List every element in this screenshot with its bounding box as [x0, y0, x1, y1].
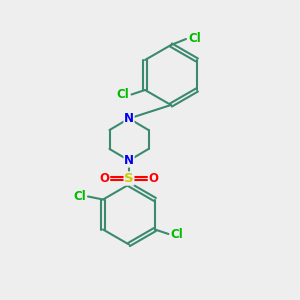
Text: Cl: Cl: [188, 32, 201, 46]
Text: Cl: Cl: [117, 88, 130, 101]
Text: Cl: Cl: [73, 190, 86, 203]
Text: O: O: [148, 172, 159, 185]
Text: S: S: [124, 172, 134, 185]
Text: N: N: [124, 154, 134, 167]
Text: N: N: [124, 112, 134, 125]
Text: O: O: [99, 172, 110, 185]
Text: Cl: Cl: [170, 227, 183, 241]
